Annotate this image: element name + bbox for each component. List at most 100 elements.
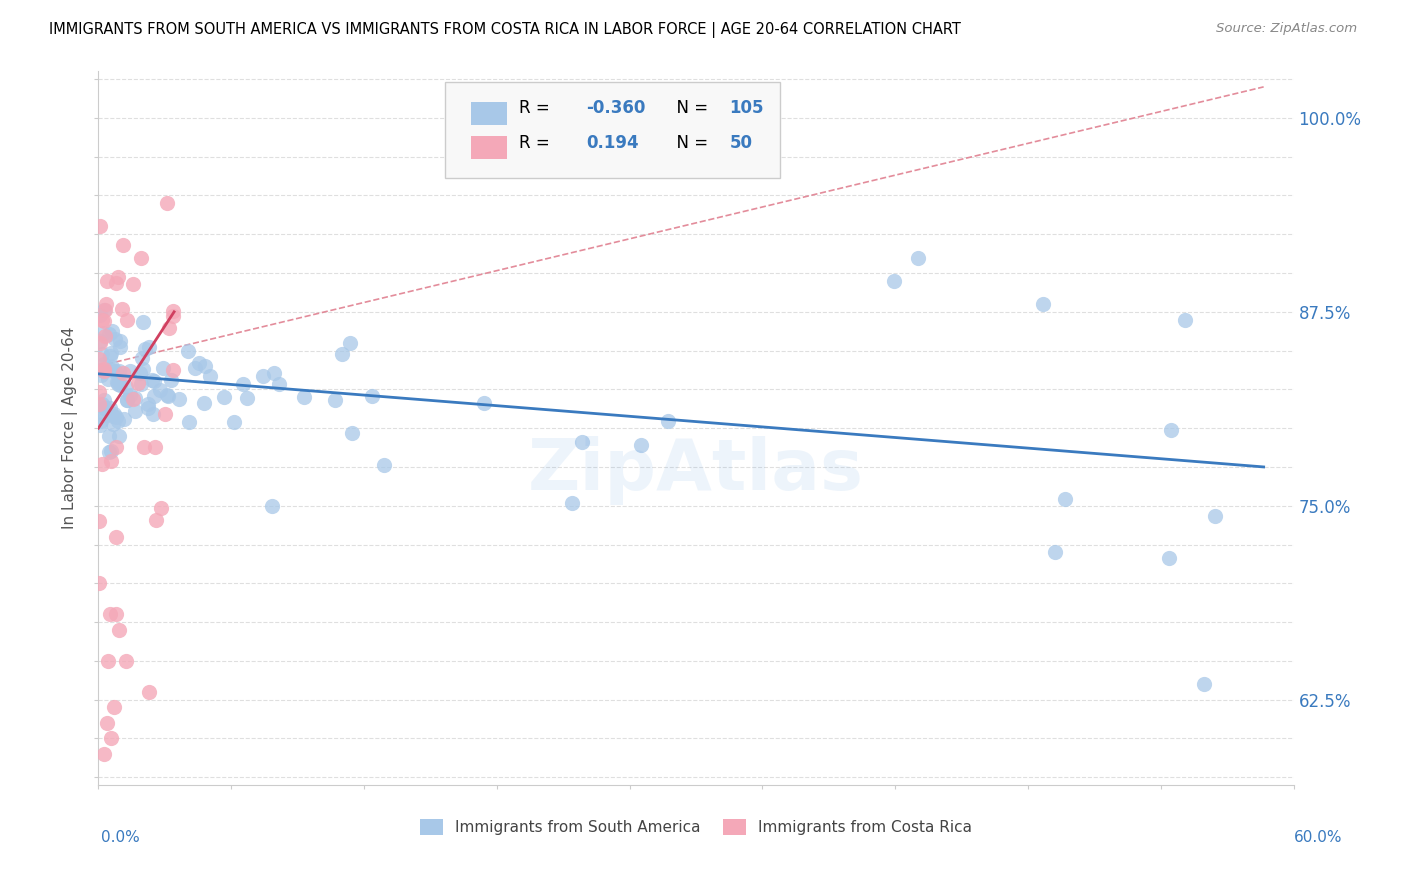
Point (176, 343, 198, 358)
Point (292, 390, 315, 404)
Point (115, 392, 138, 407)
Point (184, 361, 207, 376)
Point (129, 251, 152, 265)
Point (104, 332, 127, 346)
Point (121, 277, 143, 291)
Point (93, 401, 115, 415)
Point (193, 395, 215, 409)
Point (1043, 545, 1066, 559)
Point (162, 309, 184, 323)
Point (167, 392, 190, 406)
Point (89, 351, 111, 366)
Point (1054, 492, 1077, 507)
Point (93, 747, 115, 761)
Point (98, 445, 121, 459)
Point (91, 397, 114, 411)
Point (105, 607, 128, 622)
Point (157, 389, 180, 403)
Point (194, 359, 217, 374)
Point (104, 441, 127, 455)
Point (143, 440, 166, 454)
Point (131, 377, 153, 392)
Point (1032, 297, 1054, 311)
Point (97, 654, 120, 668)
Point (105, 376, 128, 390)
Point (149, 501, 172, 516)
Point (93, 364, 115, 378)
Point (104, 364, 127, 378)
Text: IMMIGRANTS FROM SOUTH AMERICA VS IMMIGRANTS FROM COSTA RICA IN LABOR FORCE | AGE: IMMIGRANTS FROM SOUTH AMERICA VS IMMIGRA… (49, 22, 962, 38)
Point (141, 373, 163, 387)
Point (339, 336, 361, 351)
Point (136, 401, 159, 416)
Text: ZipAtlas: ZipAtlas (529, 436, 863, 506)
Point (142, 374, 165, 388)
Point (1157, 551, 1180, 566)
Point (156, 196, 179, 211)
Point (89, 308, 111, 322)
FancyBboxPatch shape (446, 82, 780, 178)
Point (177, 415, 200, 429)
Point (1192, 677, 1215, 691)
Point (89, 418, 111, 433)
Y-axis label: In Labor Force | Age 20-64: In Labor Force | Age 20-64 (62, 327, 79, 529)
Text: 60.0%: 60.0% (1295, 830, 1343, 845)
Text: 50: 50 (730, 134, 752, 152)
Point (571, 434, 593, 449)
Point (136, 397, 159, 411)
Point (103, 407, 125, 421)
Point (157, 321, 180, 335)
Point (100, 454, 122, 468)
Point (93, 362, 115, 376)
Text: N =: N = (666, 100, 713, 118)
Point (323, 392, 346, 407)
Point (108, 364, 131, 378)
Point (94, 409, 117, 423)
Point (263, 366, 285, 380)
Point (89, 334, 111, 349)
Point (101, 359, 124, 374)
Point (89, 219, 111, 234)
Text: N =: N = (666, 134, 713, 152)
Point (630, 438, 652, 452)
Point (108, 374, 131, 388)
Point (131, 351, 153, 365)
Point (90, 414, 112, 428)
Point (138, 685, 160, 699)
Point (145, 513, 167, 527)
Point (107, 269, 129, 284)
Point (115, 392, 138, 407)
Point (657, 414, 679, 428)
Point (90, 312, 112, 326)
Point (124, 391, 146, 405)
Point (108, 377, 131, 392)
Point (101, 409, 124, 424)
Point (98, 401, 121, 416)
Point (90, 347, 112, 361)
Point (143, 388, 166, 402)
Point (1160, 423, 1182, 437)
Point (108, 334, 131, 349)
Point (94, 401, 117, 416)
Point (134, 342, 156, 356)
Legend: Immigrants from South America, Immigrants from Costa Rica: Immigrants from South America, Immigrant… (413, 814, 979, 841)
Point (90, 368, 112, 382)
Text: R =: R = (519, 134, 555, 152)
Point (127, 376, 149, 390)
Point (111, 366, 134, 380)
Text: -0.360: -0.360 (586, 100, 645, 118)
Point (89, 576, 111, 591)
Point (252, 369, 274, 384)
Point (128, 366, 150, 380)
Point (94, 329, 117, 343)
Point (100, 443, 122, 458)
Point (212, 390, 235, 404)
Point (100, 346, 122, 360)
FancyBboxPatch shape (471, 102, 508, 125)
Point (149, 383, 172, 397)
Point (93, 326, 115, 340)
Text: 0.0%: 0.0% (101, 830, 141, 845)
Point (232, 377, 254, 392)
Point (98, 607, 121, 622)
Point (907, 251, 929, 265)
